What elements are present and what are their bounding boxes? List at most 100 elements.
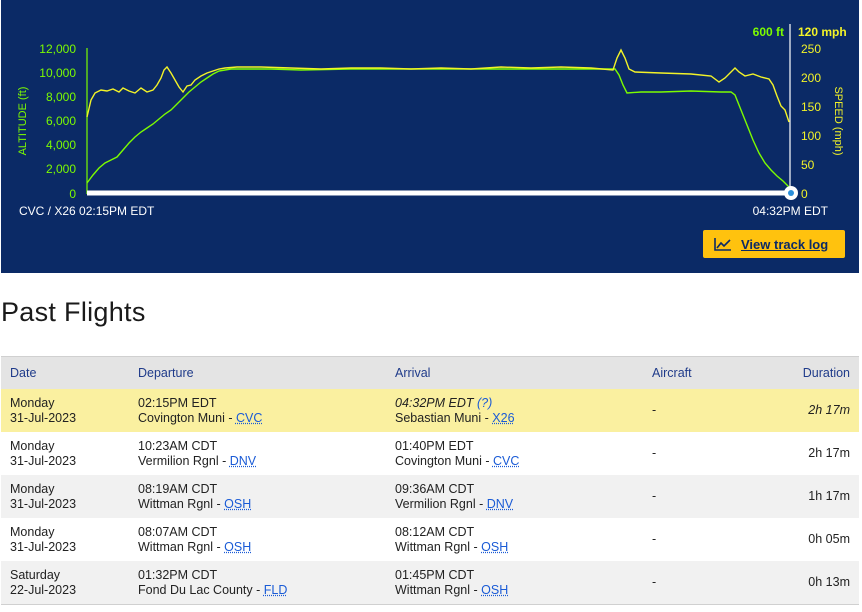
header-duration[interactable]: Duration — [762, 356, 859, 389]
arrival-airport: Wittman Rgnl — [395, 582, 471, 597]
arrival-airport-link[interactable]: CVC — [492, 453, 520, 468]
departure-airport-link[interactable]: FLD — [263, 582, 288, 597]
flight-day: Monday — [10, 524, 55, 539]
header-arrival[interactable]: Arrival — [386, 356, 643, 389]
arrival-cell: 08:12AM CDT Wittman Rgnl - OSH — [386, 518, 643, 561]
arrival-time: 01:45PM CDT — [395, 567, 475, 582]
arrival-airport: Wittman Rgnl — [395, 539, 471, 554]
speed-tick: 200 — [801, 71, 821, 85]
arrival-airport-link[interactable]: DNV — [486, 496, 514, 511]
arrival-time: 01:40PM EDT — [395, 438, 474, 453]
flight-day: Monday — [10, 481, 55, 496]
table-row[interactable]: Monday 31-Jul-2023 08:07AM CDT Wittman Rgn… — [1, 518, 859, 561]
header-aircraft[interactable]: Aircraft — [643, 356, 762, 389]
departure-cell: 10:23AM CDT Vermilion Rgnl - DNV — [129, 432, 386, 475]
flight-day: Monday — [10, 395, 55, 410]
departure-airport: Covington Muni — [138, 410, 225, 425]
speed-tick: 150 — [801, 100, 821, 114]
date-cell: Monday 31-Jul-2023 — [1, 389, 129, 432]
speed-tick: 0 — [801, 187, 808, 201]
departure-airport: Fond Du Lac County — [138, 582, 253, 597]
altitude-tick: 2,000 — [46, 162, 76, 176]
duration-cell: 2h 17m — [762, 432, 859, 475]
current-speed-readout: 120 mph — [798, 25, 847, 39]
altitude-tick: 6,000 — [46, 114, 76, 128]
arrival-cell: 09:36AM CDT Vermilion Rgnl - DNV — [386, 475, 643, 518]
departure-cell: 08:07AM CDT Wittman Rgnl - OSH — [129, 518, 386, 561]
speed-tick: 100 — [801, 129, 821, 143]
departure-time: 10:23AM CDT — [138, 438, 218, 453]
view-track-log-label[interactable]: View track log — [741, 236, 829, 252]
departure-cell: 02:15PM EDT Covington Muni - CVC — [129, 389, 386, 432]
end-time-label: 04:32PM EDT — [753, 204, 829, 218]
departure-airport-link[interactable]: DNV — [229, 453, 257, 468]
arrival-airport-link[interactable]: OSH — [481, 539, 509, 554]
altitude-series-line — [86, 68, 791, 191]
altitude-axis-title: ALTITUDE (ft) — [17, 87, 29, 156]
start-time-label: CVC / X26 02:15PM EDT — [19, 204, 155, 218]
arrival-airport: Sebastian Muni — [395, 410, 482, 425]
header-date[interactable]: Date — [1, 356, 129, 389]
date-cell: Monday 31-Jul-2023 — [1, 518, 129, 561]
aircraft-cell: - — [643, 432, 762, 475]
departure-airport: Wittman Rgnl — [138, 496, 214, 511]
altitude-tick: 10,000 — [39, 66, 76, 80]
departure-cell: 01:32PM CDT Fond Du Lac County - FLD — [129, 561, 386, 605]
altitude-tick: 8,000 — [46, 90, 76, 104]
date-cell: Monday 31-Jul-2023 — [1, 475, 129, 518]
past-flights-heading: Past Flights — [1, 297, 146, 327]
departure-airport-link[interactable]: CVC — [235, 410, 263, 425]
departure-airport-link[interactable]: OSH — [224, 539, 252, 554]
aircraft-cell: - — [643, 561, 762, 605]
past-flights-table: Date Departure Arrival Aircraft Duration… — [1, 356, 859, 605]
aircraft-cell: - — [643, 475, 762, 518]
altitude-tick: 12,000 — [39, 42, 76, 56]
arrival-airport-link[interactable]: OSH — [481, 582, 509, 597]
table-row[interactable]: Saturday 22-Jul-2023 01:32PM CDT Fond Du L… — [1, 561, 859, 605]
arrival-airport: Covington Muni — [395, 453, 482, 468]
arrival-cell: 04:32PM EDT (?) Sebastian Muni - X26 — [386, 389, 643, 432]
departure-airport: Wittman Rgnl — [138, 539, 214, 554]
arrival-cell: 01:40PM EDT Covington Muni - CVC — [386, 432, 643, 475]
departure-airport: Vermilion Rgnl — [138, 453, 219, 468]
flight-date: 22-Jul-2023 — [10, 582, 77, 597]
duration-cell: 0h 13m — [762, 561, 859, 605]
altitude-tick: 0 — [69, 187, 76, 201]
table-row[interactable]: Monday 31-Jul-2023 02:15PM EDT Covington M… — [1, 389, 859, 432]
flight-day: Saturday — [10, 567, 61, 582]
view-track-log-button[interactable]: View track log — [703, 230, 845, 258]
table-header-row: Date Departure Arrival Aircraft Duration — [1, 356, 859, 389]
flight-profile-chart: 12,000 10,000 8,000 6,000 4,000 2,000 0 … — [1, 0, 859, 273]
current-position-marker[interactable] — [784, 186, 798, 200]
altitude-tick-labels: 12,000 10,000 8,000 6,000 4,000 2,000 0 — [39, 42, 76, 201]
altitude-speed-graph: 12,000 10,000 8,000 6,000 4,000 2,000 0 … — [17, 24, 847, 218]
departure-cell: 08:19AM CDT Wittman Rgnl - OSH — [129, 475, 386, 518]
date-cell: Monday 31-Jul-2023 — [1, 432, 129, 475]
header-departure[interactable]: Departure — [129, 356, 386, 389]
arrival-time: 09:36AM CDT — [395, 481, 475, 496]
flight-date: 31-Jul-2023 — [10, 496, 77, 511]
flight-day: Monday — [10, 438, 55, 453]
duration-cell: 0h 05m — [762, 518, 859, 561]
speed-tick: 50 — [801, 158, 815, 172]
aircraft-cell: - — [643, 389, 762, 432]
table-row[interactable]: Monday 31-Jul-2023 08:19AM CDT Wittman Rgn… — [1, 475, 859, 518]
departure-time: 08:19AM CDT — [138, 481, 218, 496]
speed-series-line — [86, 48, 790, 123]
current-altitude-readout: 600 ft — [753, 25, 784, 39]
table-row[interactable]: Monday 31-Jul-2023 10:23AM CDT Vermilion R… — [1, 432, 859, 475]
speed-tick: 250 — [801, 42, 821, 56]
aircraft-cell: - — [643, 518, 762, 561]
position-marker-inner — [788, 190, 794, 196]
speed-axis-title: SPEED (mph) — [832, 86, 844, 155]
flight-date: 31-Jul-2023 — [10, 410, 77, 425]
departure-airport-link[interactable]: OSH — [224, 496, 252, 511]
arrival-airport: Vermilion Rgnl — [395, 496, 476, 511]
arrival-cell: 01:45PM CDT Wittman Rgnl - OSH — [386, 561, 643, 605]
flight-date: 31-Jul-2023 — [10, 539, 77, 554]
flight-date: 31-Jul-2023 — [10, 453, 77, 468]
departure-time: 02:15PM EDT — [138, 395, 217, 410]
arrival-airport-link[interactable]: X26 — [492, 410, 515, 425]
arrival-time: 04:32PM EDT — [395, 395, 474, 410]
estimated-help-link[interactable]: (?) — [477, 395, 493, 410]
